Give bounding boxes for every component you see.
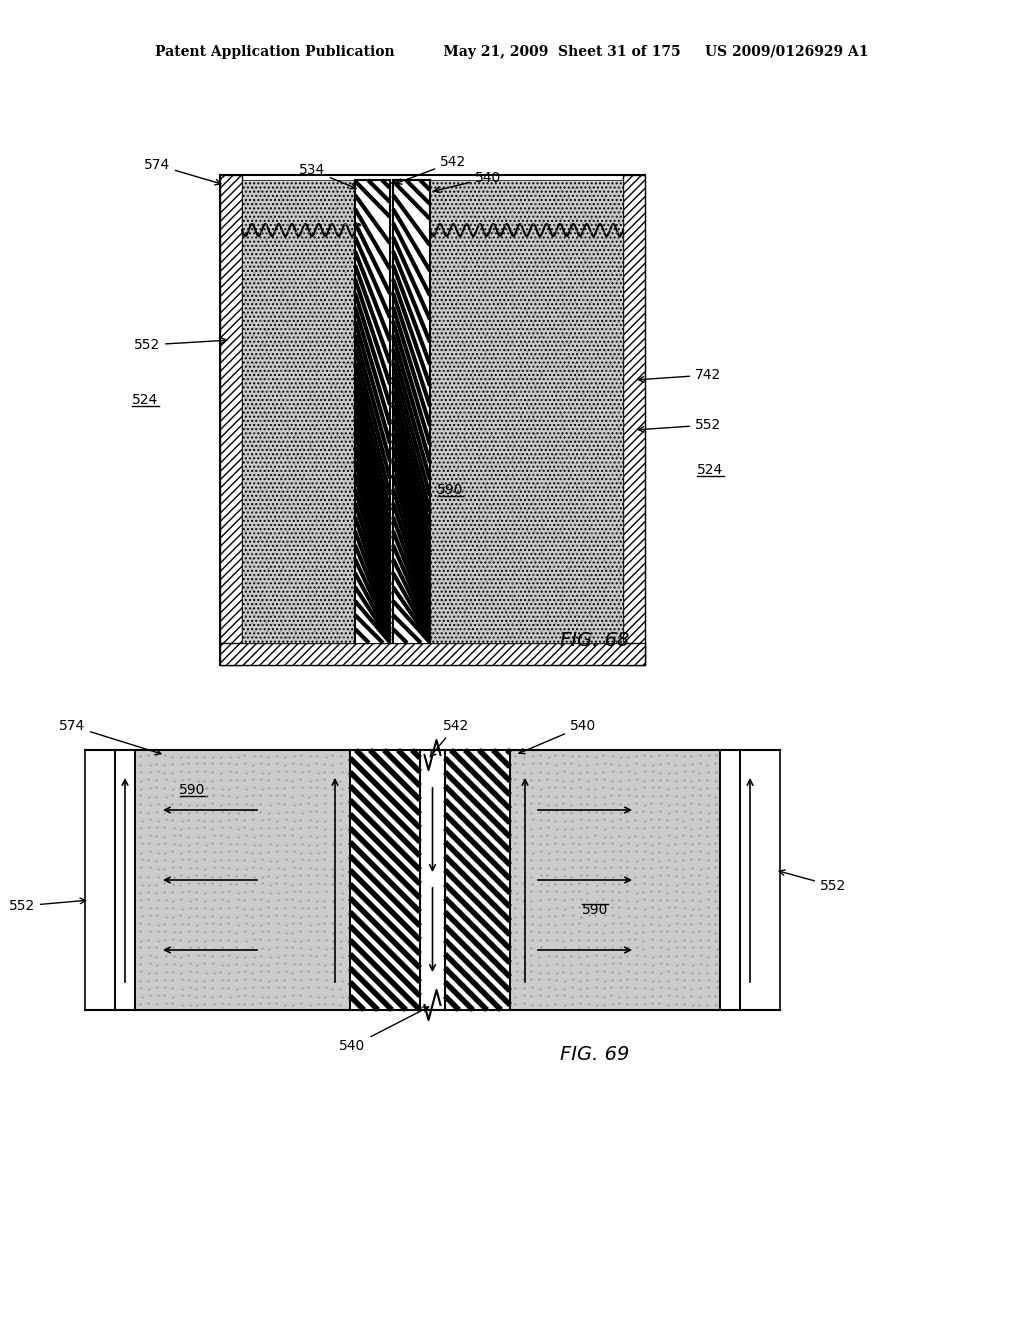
Text: 742: 742	[638, 368, 721, 381]
Text: 542: 542	[396, 154, 466, 183]
Text: 534: 534	[299, 162, 356, 189]
Text: 552: 552	[779, 870, 846, 894]
Polygon shape	[220, 643, 645, 665]
Text: 590: 590	[179, 783, 206, 797]
Text: 540: 540	[339, 1007, 429, 1053]
Text: 542: 542	[430, 719, 469, 756]
Polygon shape	[510, 750, 720, 1010]
Text: 524: 524	[132, 393, 158, 407]
Polygon shape	[623, 176, 645, 665]
Text: 574: 574	[58, 719, 161, 755]
Text: Patent Application Publication          May 21, 2009  Sheet 31 of 175     US 200: Patent Application Publication May 21, 2…	[156, 45, 868, 59]
Polygon shape	[350, 750, 420, 1010]
Polygon shape	[393, 180, 430, 643]
Polygon shape	[135, 750, 350, 1010]
Text: 590: 590	[437, 483, 463, 498]
Text: 524: 524	[697, 463, 723, 477]
Polygon shape	[355, 180, 390, 643]
Polygon shape	[393, 180, 430, 643]
Text: 574: 574	[143, 158, 221, 185]
Text: FIG. 69: FIG. 69	[560, 1045, 630, 1064]
Polygon shape	[430, 180, 623, 643]
Text: 540: 540	[519, 719, 596, 754]
Text: FIG. 68: FIG. 68	[560, 631, 630, 649]
Polygon shape	[242, 180, 360, 643]
Text: 590: 590	[582, 903, 608, 917]
Polygon shape	[355, 180, 390, 643]
Text: 552: 552	[9, 898, 86, 913]
Text: 552: 552	[638, 418, 721, 432]
Polygon shape	[445, 750, 510, 1010]
Polygon shape	[220, 176, 242, 665]
Text: 552: 552	[134, 338, 226, 352]
Text: 540: 540	[434, 172, 502, 193]
